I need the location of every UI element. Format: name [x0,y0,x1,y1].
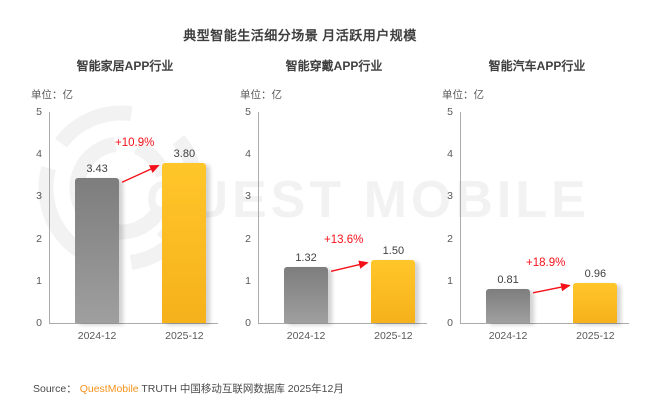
bar-current-year [371,259,416,323]
growth-rate-label: +10.9% [115,136,155,149]
bar-current-year [573,282,618,323]
chart-title: 智能穿戴APP行业 [285,59,383,73]
x-axis-tick: 2025-12 [165,330,204,342]
y-axis-tick: 1 [447,274,453,287]
x-axis-tick: 2024-12 [77,330,117,342]
y-axis-tick: 4 [245,148,251,161]
unit-label: 单位：亿 [442,89,484,101]
chart-smart-car-app: 智能汽车APP行业 单位：亿 0 1 2 3 4 5 0.81 2024-12 0.96 2025… [439,0,635,360]
questmobile-watermark-text: QUEST MOBILE [146,171,590,229]
y-axis-tick: 3 [36,190,42,203]
bar-value-label: 3.80 [173,147,196,160]
source-label: Source： [33,383,77,395]
chart-smart-home-app: 智能家居APP行业 单位：亿 0 1 2 3 4 5 3.43 2024-12 3.80 2025… [28,0,222,360]
plot-area: 0 1 2 3 4 5 1.32 2024-12 1.50 2025-12 +13.6% [245,106,427,342]
growth-rate-label: +18.9% [526,256,566,269]
y-axis-tick: 5 [245,106,251,118]
x-axis-tick: 2025-12 [576,330,615,342]
y-axis-tick: 3 [245,190,251,203]
chart-title: 智能家居APP行业 [76,59,174,73]
x-axis-tick: 2024-12 [286,330,326,342]
plot-area: 0 1 2 3 4 5 3.43 2024-12 3.80 2025-12 +10.9% [36,106,218,342]
bar-previous-year [486,288,531,323]
y-axis-tick: 2 [36,232,42,245]
y-axis-tick: 4 [36,148,42,161]
y-axis-tick: 3 [447,190,453,203]
bar-previous-year [284,267,329,323]
y-axis-tick: 5 [447,106,453,118]
bar-value-label: 0.96 [584,267,607,280]
y-axis-tick: 1 [36,274,42,287]
y-axis-tick: 2 [245,232,251,245]
x-axis-tick: 2025-12 [374,330,413,342]
source-line: Source： QuestMobile TRUTH 中国移动互联网数据库 202… [33,381,344,396]
unit-label: 单位：亿 [240,89,282,101]
plot-area: 0 1 2 3 4 5 0.81 2024-12 0.96 2025-12 +18.9% [447,106,629,342]
y-axis-tick: 0 [447,317,453,329]
chart-title: 智能汽车APP行业 [488,59,586,73]
y-axis-tick: 5 [36,106,42,118]
bar-value-label: 1.50 [382,244,405,257]
bar-value-label: 1.32 [295,252,317,265]
y-axis-tick: 1 [245,274,251,287]
unit-label: 单位：亿 [31,89,73,101]
chart-smart-wearable-app: 智能穿戴APP行业 单位：亿 0 1 2 3 4 5 1.32 2024-12 1.50 2025… [237,0,431,360]
x-axis-tick: 2024-12 [488,330,528,342]
bar-previous-year [75,178,120,323]
y-axis-tick: 0 [36,317,42,329]
y-axis-tick: 4 [447,148,453,161]
growth-rate-label: +13.6% [324,233,364,246]
bar-current-year [162,162,207,323]
y-axis-tick: 2 [447,232,453,245]
bar-value-label: 3.43 [86,163,108,176]
page-title: 典型智能生活细分场景 月活跃用户规模 [183,28,417,43]
source-brand-questmobile: QuestMobile [79,383,139,395]
y-axis-tick: 0 [245,317,251,329]
bar-value-label: 0.81 [497,273,519,286]
source-rest: TRUTH 中国移动互联网数据库 2025年12月 [141,383,344,395]
